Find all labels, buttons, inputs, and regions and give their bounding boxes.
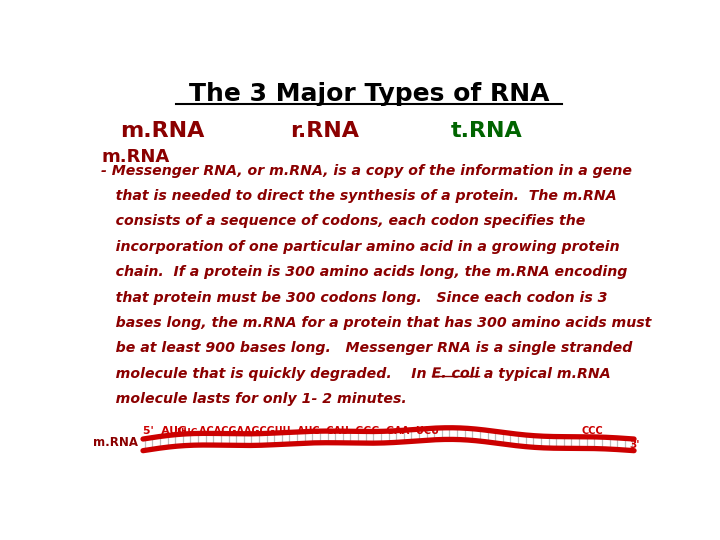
Text: 3': 3' — [629, 440, 639, 450]
Text: UUC: UUC — [176, 428, 198, 437]
Text: chain.  If a protein is 300 amino acids long, the m.RNA encoding: chain. If a protein is 300 amino acids l… — [101, 265, 628, 279]
Text: The 3 Major Types of RNA: The 3 Major Types of RNA — [189, 82, 549, 106]
Text: CCC: CCC — [581, 426, 603, 436]
Text: incorporation of one particular amino acid in a growing protein: incorporation of one particular amino ac… — [101, 240, 620, 254]
Text: molecule that is quickly degraded.    In: molecule that is quickly degraded. In — [101, 367, 431, 381]
Text: r.RNA: r.RNA — [290, 121, 359, 141]
Text: a typical m.RNA: a typical m.RNA — [480, 367, 611, 381]
Text: t.RNA: t.RNA — [450, 121, 522, 141]
Text: 5'  AUG: 5' AUG — [143, 426, 187, 436]
Text: m.RNA: m.RNA — [101, 148, 169, 166]
Text: m.RNA: m.RNA — [120, 121, 204, 141]
Text: ACACGAAGCGUU  AUC  CAU  GGG  GAA  UCU: ACACGAAGCGUU AUC CAU GGG GAA UCU — [199, 426, 438, 436]
Text: that protein must be 300 codons long.   Since each codon is 3: that protein must be 300 codons long. Si… — [101, 291, 608, 305]
Text: m.RNA: m.RNA — [93, 436, 138, 449]
Text: - Messenger RNA, or m.RNA, is a copy of the information in a gene: - Messenger RNA, or m.RNA, is a copy of … — [101, 164, 632, 178]
Text: consists of a sequence of codons, each codon specifies the: consists of a sequence of codons, each c… — [101, 214, 585, 228]
Text: molecule lasts for only 1- 2 minutes.: molecule lasts for only 1- 2 minutes. — [101, 392, 407, 406]
Text: bases long, the m.RNA for a protein that has 300 amino acids must: bases long, the m.RNA for a protein that… — [101, 316, 652, 330]
Text: E. coli: E. coli — [431, 367, 480, 381]
Text: that is needed to direct the synthesis of a protein.  The m.RNA: that is needed to direct the synthesis o… — [101, 189, 617, 203]
Text: be at least 900 bases long.   Messenger RNA is a single stranded: be at least 900 bases long. Messenger RN… — [101, 341, 633, 355]
